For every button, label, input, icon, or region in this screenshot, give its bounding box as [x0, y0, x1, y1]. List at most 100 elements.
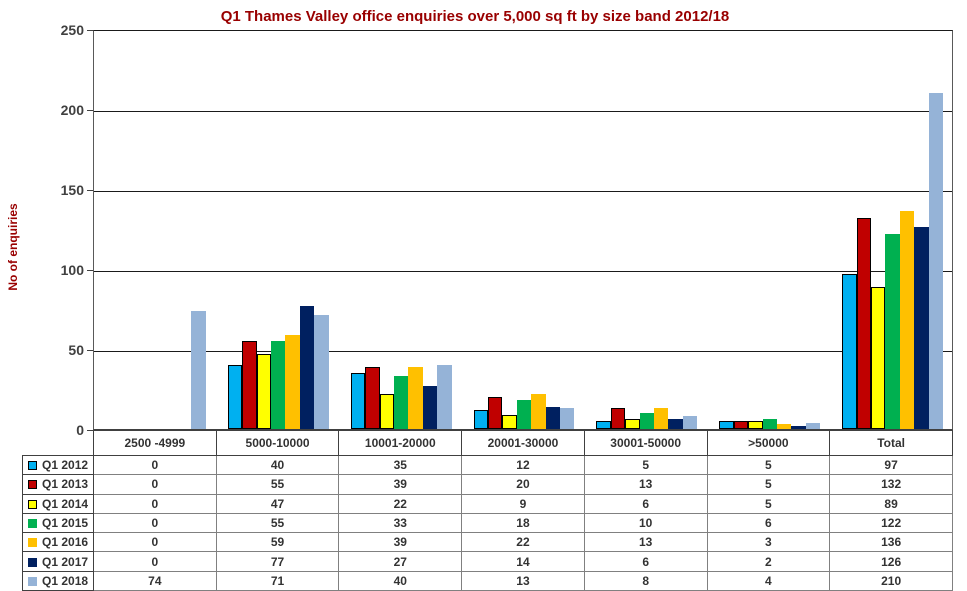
series-label: Q1 2014: [42, 496, 89, 511]
bar-q1-2015-20001-30000: [516, 400, 532, 429]
y-tick-label-150: 150: [60, 182, 84, 198]
series-label: Q1 2013: [42, 477, 89, 492]
bar-q1-2015->50000: [762, 419, 777, 429]
cell-q1-2018-5: 4: [706, 570, 831, 591]
cell-q1-2015-1: 55: [215, 512, 340, 534]
y-tick-mark-0: [87, 430, 93, 431]
y-tick-label-50: 50: [68, 342, 84, 358]
bar-q1-2017-20001-30000: [545, 406, 560, 429]
table-row-q1-2012: Q1 2012 0 40 35 12 5 5 97: [22, 454, 953, 476]
cell-q1-2017-1: 77: [215, 551, 340, 572]
column-header-2: 10001-20000: [338, 430, 463, 456]
cell-q1-2015-0: 0: [93, 512, 217, 534]
bar-q1-2014-10001-20000: [379, 393, 394, 429]
table-row-q1-2014: Q1 2014 0 47 22 9 6 5 89: [22, 493, 953, 514]
row-label-q1-2017: Q1 2017: [22, 551, 94, 572]
cell-q1-2014-0: 0: [93, 493, 217, 514]
cell-q1-2012-6: 97: [829, 454, 953, 476]
bar-q1-2015-Total: [885, 233, 900, 429]
table-corner-blank: [23, 431, 94, 456]
table-row-q1-2018: Q1 2018 74 71 40 13 8 4 210: [22, 570, 953, 591]
cell-q1-2014-6: 89: [829, 493, 953, 514]
bar-q1-2017-Total: [914, 227, 929, 429]
cell-q1-2018-4: 8: [583, 570, 708, 591]
bar-q1-2015-30001-50000: [639, 413, 655, 429]
column-header-0: 2500 -4999: [93, 430, 217, 456]
y-tick-mark-150: [87, 190, 93, 191]
cell-q1-2012-1: 40: [215, 454, 340, 476]
cell-q1-2018-0: 74: [93, 570, 217, 591]
table-row-q1-2016: Q1 2016 0 59 39 22 13 3 136: [22, 532, 953, 553]
cell-q1-2017-5: 2: [706, 551, 831, 572]
cell-q1-2012-0: 0: [93, 454, 217, 476]
legend-key-icon: [28, 480, 37, 490]
bar-q1-2014-Total: [870, 286, 886, 429]
cell-q1-2015-6: 122: [829, 512, 953, 534]
cell-q1-2016-6: 136: [829, 532, 953, 553]
column-header-3: 20001-30000: [461, 430, 585, 456]
cell-q1-2018-3: 13: [461, 570, 585, 591]
bar-q1-2014->50000: [748, 421, 763, 429]
series-label: Q1 2012: [42, 458, 89, 473]
table-row-q1-2015: Q1 2015 0 55 33 18 10 6 122: [22, 512, 953, 534]
bar-q1-2018->50000: [805, 422, 821, 429]
cell-q1-2013-5: 5: [706, 474, 831, 495]
bar-q1-2018-5000-10000: [314, 315, 329, 429]
cell-q1-2012-5: 5: [706, 454, 831, 476]
cell-q1-2016-0: 0: [93, 532, 217, 553]
cell-q1-2017-4: 6: [583, 551, 708, 572]
gridline-100: [94, 271, 952, 272]
legend-key-icon: [28, 557, 37, 567]
cell-q1-2012-4: 5: [583, 454, 708, 476]
cell-q1-2016-1: 59: [215, 532, 340, 553]
cell-q1-2015-4: 10: [583, 512, 708, 534]
cell-q1-2017-2: 27: [338, 551, 463, 572]
y-axis-title: No of enquiries: [6, 203, 20, 291]
cell-q1-2018-6: 210: [829, 570, 953, 591]
row-label-q1-2014: Q1 2014: [22, 493, 94, 514]
y-tick-mark-100: [87, 270, 93, 271]
cell-q1-2014-4: 6: [583, 493, 708, 514]
y-tick-label-0: 0: [76, 422, 84, 438]
bar-q1-2012-30001-50000: [596, 421, 611, 429]
table-row-q1-2017: Q1 2017 0 77 27 14 6 2 126: [22, 551, 953, 572]
series-label: Q1 2015: [42, 516, 89, 531]
cell-q1-2012-3: 12: [461, 454, 585, 476]
bar-q1-2018-20001-30000: [560, 408, 575, 429]
cell-q1-2013-1: 55: [215, 474, 340, 495]
bar-q1-2012-Total: [842, 273, 857, 429]
y-tick-label-100: 100: [60, 262, 84, 278]
y-tick-mark-200: [87, 110, 93, 111]
bar-q1-2016-10001-20000: [408, 366, 423, 429]
bar-q1-2014-5000-10000: [256, 353, 272, 429]
bar-q1-2013-10001-20000: [365, 366, 380, 429]
bar-q1-2016-Total: [899, 211, 915, 429]
bar-q1-2013->50000: [733, 421, 749, 429]
bar-q1-2015-5000-10000: [271, 341, 286, 429]
row-label-q1-2012: Q1 2012: [22, 454, 94, 476]
y-tick-mark-250: [87, 30, 93, 31]
legend-key-icon: [28, 576, 37, 586]
gridline-200: [94, 111, 952, 112]
cell-q1-2018-2: 40: [338, 570, 463, 591]
y-tick-mark-50: [87, 350, 93, 351]
bar-q1-2016-5000-10000: [285, 334, 300, 429]
bar-q1-2016-20001-30000: [531, 393, 546, 429]
y-tick-label-200: 200: [60, 102, 84, 118]
bar-q1-2015-10001-20000: [393, 376, 409, 429]
cell-q1-2015-2: 33: [338, 512, 463, 534]
row-label-q1-2016: Q1 2016: [22, 532, 94, 553]
cell-q1-2016-2: 39: [338, 532, 463, 553]
data-table: 2500 -4999 5000-10000 10001-20000 20001-300…: [22, 430, 953, 591]
y-tick-label-250: 250: [60, 22, 84, 38]
bar-q1-2016-30001-50000: [654, 408, 669, 429]
bar-q1-2012-20001-30000: [473, 409, 488, 429]
gridline-150: [94, 191, 952, 192]
cell-q1-2013-6: 132: [829, 474, 953, 495]
column-header-5: >50000: [706, 430, 831, 456]
column-header-6: Total: [829, 430, 953, 456]
bar-q1-2014-30001-50000: [625, 419, 640, 429]
bar-q1-2012-10001-20000: [350, 373, 366, 429]
cell-q1-2016-4: 13: [583, 532, 708, 553]
cell-q1-2013-0: 0: [93, 474, 217, 495]
